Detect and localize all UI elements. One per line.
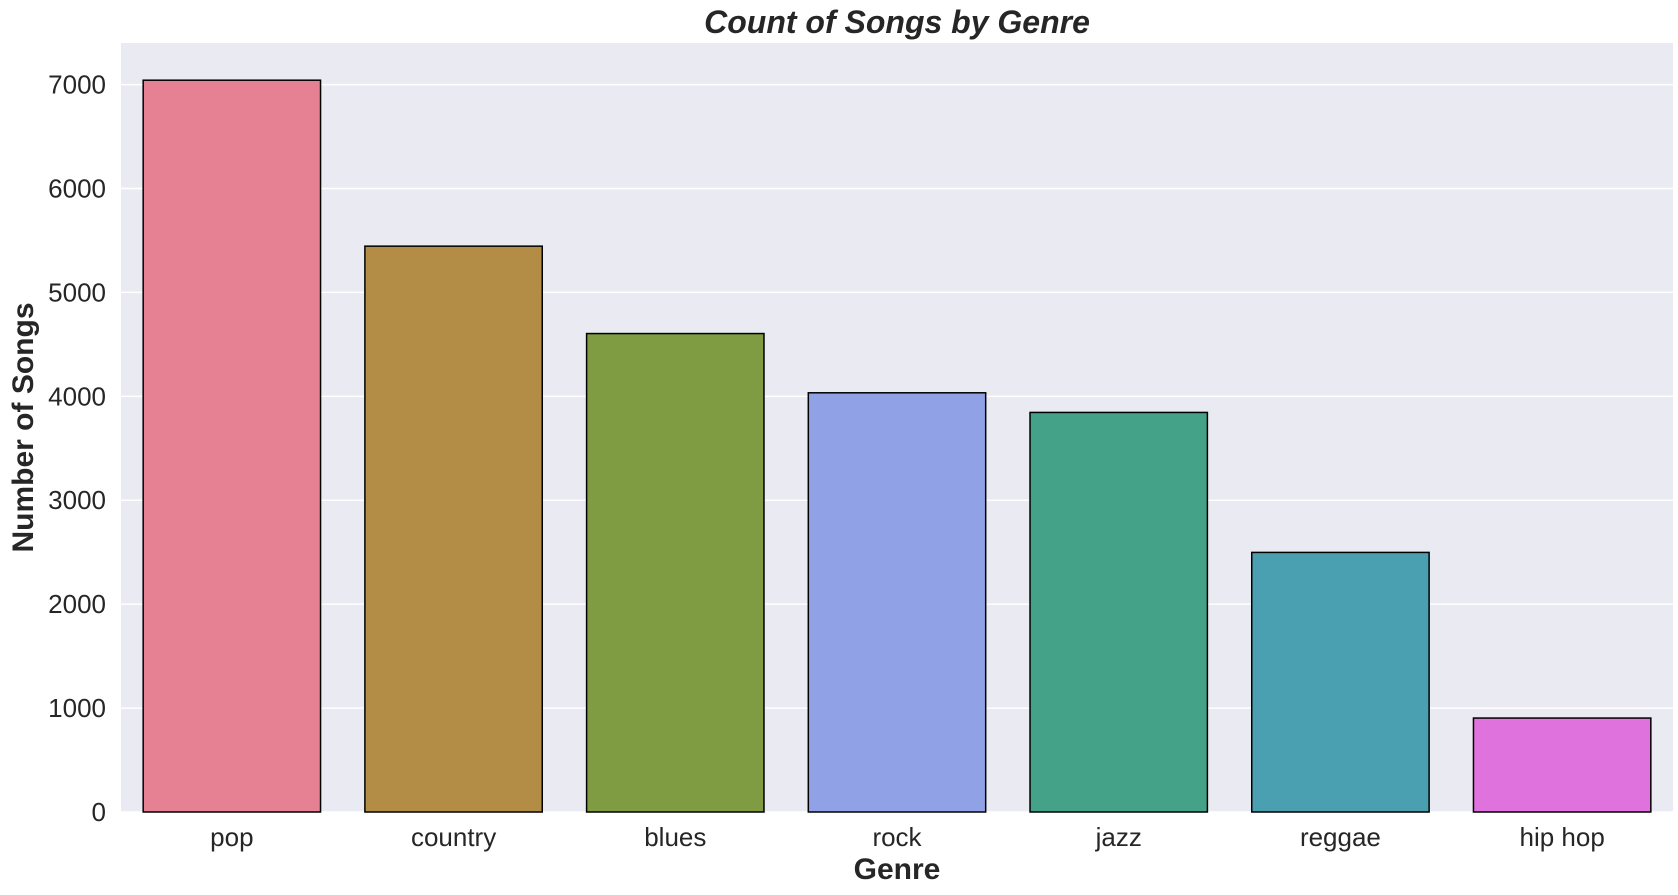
x-tick-label: blues [644, 822, 706, 852]
x-tick-label: rock [872, 822, 922, 852]
y-tick-label: 2000 [48, 589, 106, 619]
x-tick-label: jazz [1095, 822, 1142, 852]
chart-title: Count of Songs by Genre [704, 4, 1090, 40]
y-axis-ticks: 0 1000 2000 3000 4000 5000 6000 7000 [48, 70, 106, 827]
y-tick-label: 3000 [48, 485, 106, 515]
x-tick-label: hip hop [1519, 822, 1604, 852]
bar-hip-hop [1472, 717, 1652, 813]
bar-blues [585, 332, 765, 813]
bar-country [364, 245, 544, 813]
y-axis-label: Number of Songs [7, 302, 40, 552]
bar-jazz [1029, 411, 1209, 813]
y-tick-label: 1000 [48, 693, 106, 723]
bar-reggae [1250, 551, 1430, 813]
x-tick-label: reggae [1300, 822, 1381, 852]
y-tick-label: 7000 [48, 70, 106, 100]
bars [142, 79, 1652, 813]
bar-rock [807, 392, 987, 813]
y-tick-label: 5000 [48, 277, 106, 307]
x-tick-label: pop [210, 822, 253, 852]
bar-pop [142, 79, 322, 813]
y-tick-label: 6000 [48, 173, 106, 203]
y-tick-label: 4000 [48, 381, 106, 411]
x-tick-label: country [411, 822, 496, 852]
x-axis-ticks: pop country blues rock jazz reggae hip hop [210, 822, 1605, 852]
x-axis-label: Genre [854, 853, 941, 886]
y-tick-label: 0 [92, 797, 106, 827]
